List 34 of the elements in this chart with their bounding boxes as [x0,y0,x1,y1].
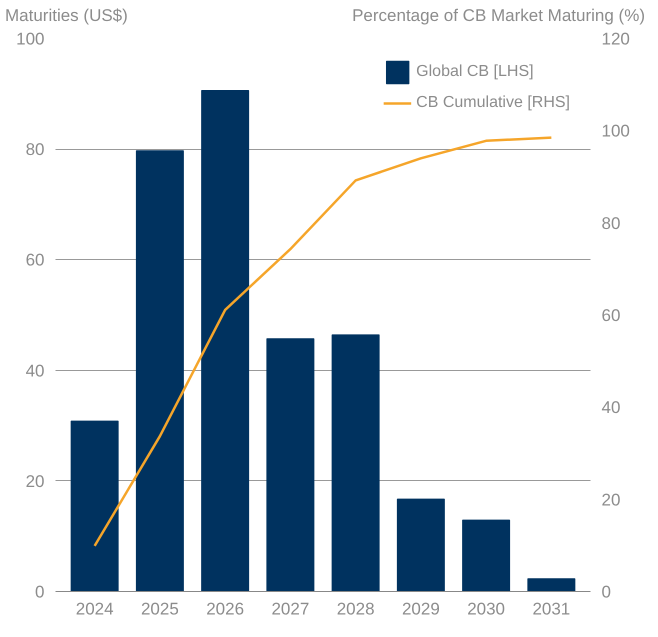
bar [266,338,314,592]
x-tick-label: 2030 [467,600,506,618]
y-tick-label: 100 [16,30,45,48]
legend-label: CB Cumulative [RHS] [416,94,570,112]
bar [527,578,576,592]
bar [332,334,380,592]
bar [136,150,184,592]
bar [462,520,510,592]
y-tick-label: 60 [26,250,45,270]
bar [396,498,445,592]
y2-tick-label: 120 [602,30,630,48]
y2-tick-label: 20 [602,490,620,510]
y-tick-label: 0 [35,582,45,602]
y-tick-label: 80 [26,140,45,160]
x-tick-label: 2026 [206,600,244,618]
legend-label: Global CB [LHS] [416,63,534,81]
y2-tick-label: 100 [602,122,630,141]
y-tick-label: 40 [26,361,45,380]
y2-tick-label: 0 [602,582,611,602]
x-tick-label: 2024 [76,600,114,618]
x-tick-label: 2031 [532,600,570,618]
x-tick-label: 2027 [271,600,310,618]
line-series [93,136,553,548]
y2-tick-label: 60 [602,306,620,325]
x-tick-label: 2025 [140,600,179,618]
y2-axis-title: Percentage of CB Market Maturing (%) [352,5,645,27]
bar [70,420,119,592]
y-axis-title: Maturities (US$) [5,5,128,27]
bar [201,90,250,592]
y2-tick-label: 40 [602,398,620,418]
x-tick-label: 2028 [336,600,375,618]
y2-tick-label: 80 [602,214,620,233]
y-tick-label: 20 [26,472,45,491]
x-tick-label: 2029 [402,600,440,618]
